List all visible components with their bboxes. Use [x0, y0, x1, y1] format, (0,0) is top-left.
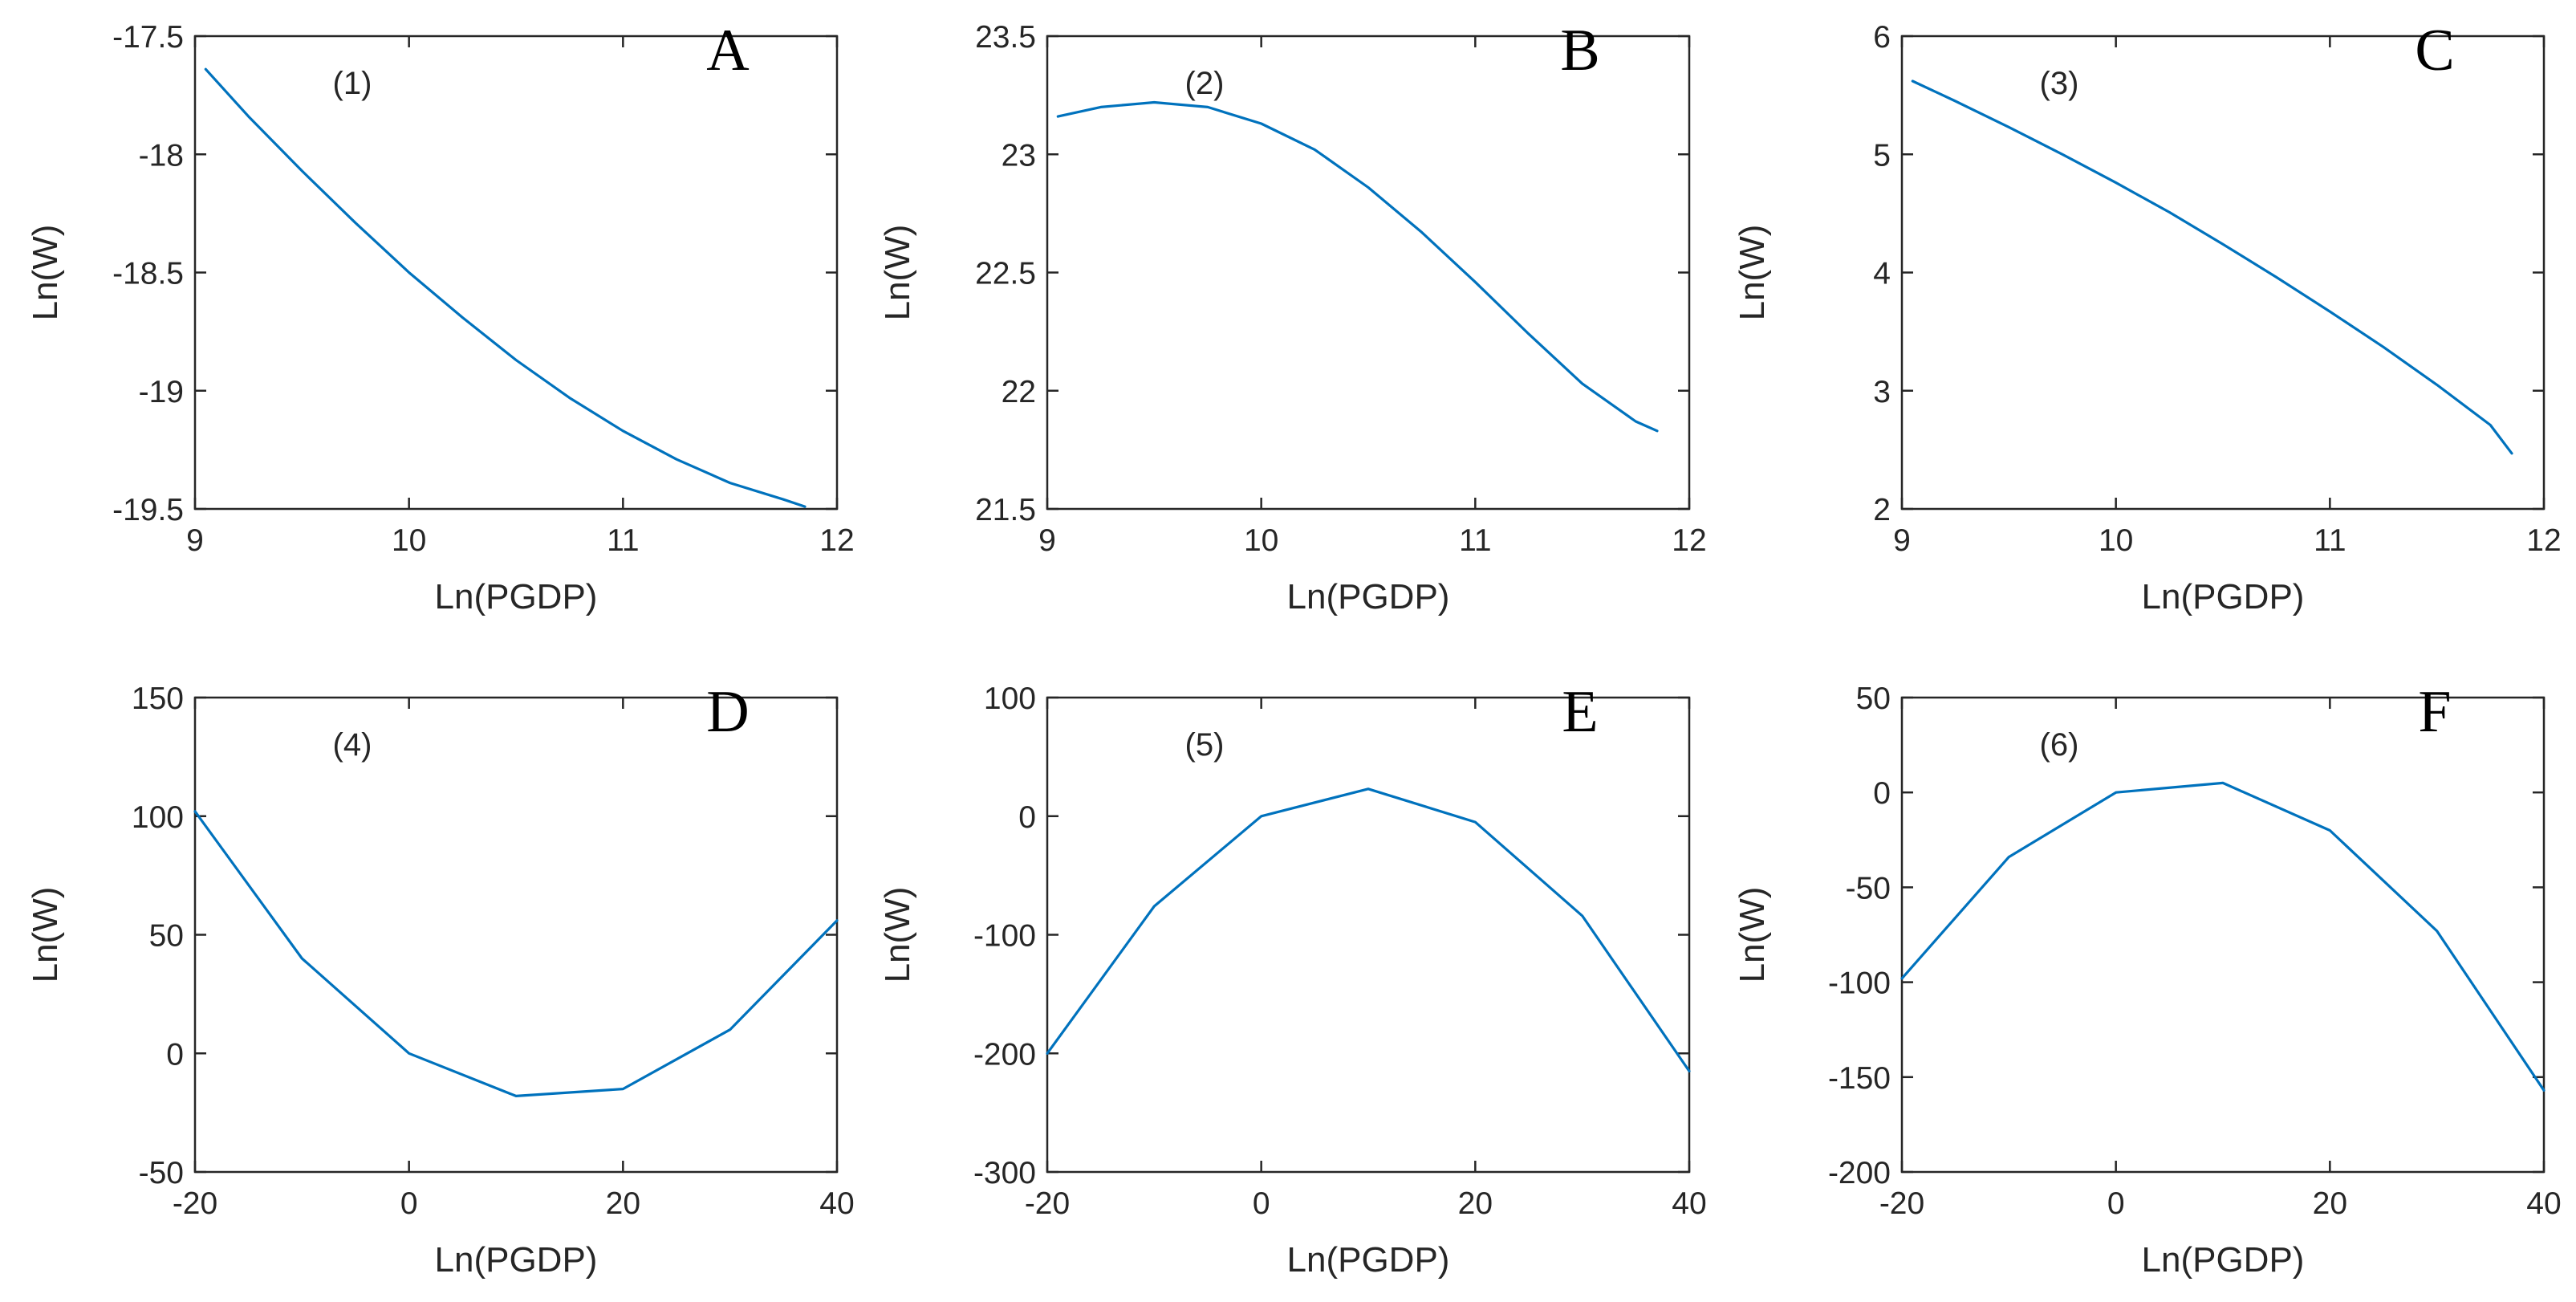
x-tick-label-e: -20: [1025, 1186, 1070, 1221]
y-tick-label-b: 22: [1002, 375, 1036, 409]
y-tick-label-d: 50: [149, 919, 184, 954]
panel-letter-b: B: [1560, 18, 1599, 83]
y-axis-label-c: Ln(W): [1733, 225, 1772, 321]
y-tick-label-f: 0: [1873, 776, 1891, 811]
x-tick-label-d: 0: [400, 1186, 418, 1221]
chart-panel-d: -20 0 20 40 150 100 50 0 -50 Ln(PGDP) Ln(W) (4) D: [26, 679, 855, 1280]
y-tick-label-e: -100: [973, 919, 1036, 954]
series-line-e: [1046, 787, 1691, 1073]
y-tick-label-e: 100: [984, 682, 1036, 716]
y-axis-label-e: Ln(W): [878, 887, 917, 983]
y-tick-label-b: 22.5: [975, 257, 1036, 291]
y-tick-label-c: 6: [1873, 20, 1891, 55]
y-tick-label-c: 5: [1873, 138, 1891, 173]
series-line-a: [204, 67, 807, 508]
x-axis-label-b: Ln(PGDP): [1287, 577, 1450, 616]
x-axis-label-e: Ln(PGDP): [1287, 1240, 1450, 1280]
x-tick-label-f: 20: [2313, 1186, 2347, 1221]
y-tick-label-c: 4: [1873, 257, 1891, 291]
y-tick-label-a: -19.5: [112, 493, 184, 527]
y-tick-label-d: 100: [132, 800, 184, 835]
x-tick-label-d: 20: [606, 1186, 640, 1221]
series-line-f: [1900, 781, 2546, 1092]
y-axis-label-b: Ln(W): [878, 225, 917, 321]
x-tick-label-e: 0: [1253, 1186, 1270, 1221]
x-axis-label-d: Ln(PGDP): [435, 1240, 598, 1280]
panel-number-b: (2): [1185, 66, 1225, 101]
plot-frame-a: [193, 35, 839, 511]
y-tick-label-a: -17.5: [112, 20, 184, 55]
y-tick-label-c: 3: [1873, 375, 1891, 409]
chart-panel-c: 9 10 11 12 6 5 4 3 2 Ln(PGDP) Ln(W) (3) C: [1733, 18, 2562, 616]
y-tick-label-f: 50: [1856, 682, 1891, 716]
y-tick-label-c: 2: [1873, 493, 1891, 527]
y-tick-label-d: 150: [132, 682, 184, 716]
y-tick-label-f: -100: [1828, 966, 1891, 1001]
x-tick-label-b: 9: [1038, 523, 1056, 558]
x-tick-label-a: 11: [607, 523, 640, 558]
series-line-d: [193, 810, 839, 1098]
x-tick-label-c: 10: [2099, 523, 2133, 558]
plot-frame-d: [193, 696, 839, 1174]
x-tick-label-c: 12: [2526, 523, 2561, 558]
plot-frame-f: [1900, 696, 2546, 1174]
x-tick-label-f: 0: [2107, 1186, 2125, 1221]
chart-panel-e: -20 0 20 401000-100-200-300Ln(PGDP)Ln(W)(5)…: [878, 679, 1707, 1280]
x-tick-label-d: 40: [819, 1186, 854, 1221]
panel-number-c: (3): [2040, 66, 2079, 101]
x-tick-label-c: 9: [1893, 523, 1911, 558]
y-tick-label-e: -200: [973, 1037, 1036, 1072]
x-tick-label-b: 11: [1459, 523, 1492, 558]
y-axis-label-a: Ln(W): [26, 225, 65, 321]
y-tick-label-f: -150: [1828, 1061, 1891, 1096]
x-tick-label-b: 12: [1672, 523, 1706, 558]
panel-number-f: (6): [2040, 727, 2079, 763]
panel-letter-f: F: [2418, 679, 2451, 745]
x-axis-label-c: Ln(PGDP): [2142, 577, 2305, 616]
y-axis-label-d: Ln(W): [26, 887, 65, 983]
plot-frame-c: [1900, 35, 2546, 511]
chart-panel-b: 9 10 11 12 23.5 23 22.5 22 21.5 Ln(PGDP) Ln(W) (2) B: [878, 18, 1707, 616]
panel-number-a: (1): [333, 66, 372, 101]
y-tick-label-e: -300: [973, 1156, 1036, 1190]
panel-letter-a: A: [706, 18, 749, 83]
x-axis-label-f: Ln(PGDP): [2142, 1240, 2305, 1280]
y-tick-label-b: 21.5: [975, 493, 1036, 527]
x-tick-label-a: 12: [819, 523, 854, 558]
x-axis-label-a: Ln(PGDP): [435, 577, 598, 616]
panel-number-d: (4): [333, 727, 372, 763]
panel-letter-d: D: [706, 679, 749, 745]
y-tick-label-f: -50: [1846, 871, 1891, 905]
chart-panel-f: -20 0 20 40500-50-100-150-200Ln(PGDP)Ln(W)(…: [1733, 679, 2562, 1280]
y-axis-label-f: Ln(W): [1733, 887, 1772, 983]
chart-panel-a: 9 10 11 12 -17.5 -18 -18.5 -19 -19.5 Ln(PGDP) Ln(W…: [26, 18, 855, 616]
y-tick-label-d: 0: [166, 1037, 184, 1072]
y-tick-label-b: 23: [1002, 138, 1036, 173]
x-tick-label-f: 40: [2526, 1186, 2561, 1221]
x-tick-label-b: 10: [1244, 523, 1278, 558]
panel-number-e: (5): [1185, 727, 1225, 763]
y-tick-label-a: -19: [139, 375, 184, 409]
x-tick-label-c: 11: [2314, 523, 2346, 558]
x-tick-label-a: 10: [392, 523, 426, 558]
y-tick-label-b: 23.5: [975, 20, 1036, 55]
y-tick-label-a: -18.5: [112, 257, 184, 291]
x-tick-label-d: -20: [173, 1186, 217, 1221]
y-tick-label-e: 0: [1018, 800, 1036, 835]
x-tick-label-e: 20: [1458, 1186, 1493, 1221]
plot-frame-e: [1046, 696, 1691, 1174]
x-tick-label-f: -20: [1879, 1186, 1924, 1221]
series-line-c: [1911, 79, 2513, 455]
panel-letter-c: C: [2415, 18, 2454, 83]
series-line-b: [1056, 100, 1659, 433]
y-tick-label-f: -200: [1828, 1156, 1891, 1190]
x-tick-label-e: 40: [1672, 1186, 1706, 1221]
y-tick-label-d: -50: [139, 1156, 184, 1190]
y-tick-label-a: -18: [139, 138, 184, 173]
x-tick-label-a: 9: [186, 523, 204, 558]
plot-frame-b: [1046, 35, 1691, 511]
panel-letter-e: E: [1562, 679, 1598, 745]
